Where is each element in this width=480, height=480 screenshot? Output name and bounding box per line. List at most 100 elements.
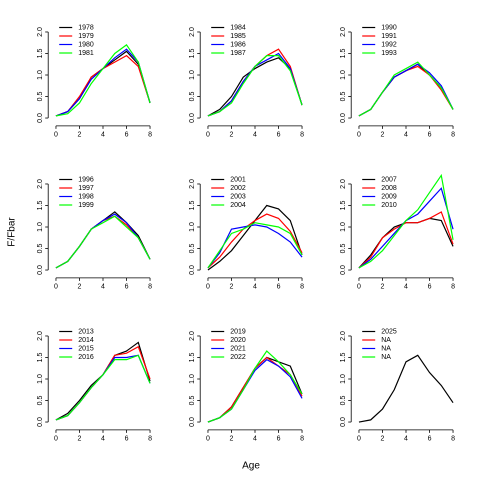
legend-label: 1984 (230, 24, 246, 31)
legend-label: 2025 (381, 328, 397, 335)
legend-label: 1985 (230, 33, 246, 40)
y-tick-label: 2.0 (189, 179, 196, 189)
y-tick-label: 1.5 (189, 353, 196, 363)
y-tick-label: 1.5 (189, 49, 196, 59)
y-tick-label: 0.0 (340, 113, 347, 123)
x-tick-label: 4 (101, 436, 105, 443)
x-tick-label: 0 (357, 436, 361, 443)
y-tick-label: 0.5 (37, 244, 44, 254)
y-tick-label: 1.0 (189, 70, 196, 80)
y-tick-label: 0.5 (340, 92, 347, 102)
legend-label: 2016 (78, 354, 94, 361)
legend-label: 2015 (78, 345, 94, 352)
legend-label: 1998 (78, 193, 94, 200)
x-tick-label: 0 (357, 284, 361, 291)
series-line (55, 354, 151, 421)
x-tick-label: 2 (381, 436, 385, 443)
legend-label: 1986 (230, 41, 246, 48)
legend-label: 2002 (230, 185, 246, 192)
x-tick-label: 4 (253, 132, 257, 139)
x-tick-label: 6 (428, 132, 432, 139)
series-line (358, 65, 454, 117)
y-tick-label: 0.0 (37, 113, 44, 123)
y-tick-label: 2.0 (340, 331, 347, 341)
y-tick-label: 1.5 (37, 353, 44, 363)
x-tick-label: 6 (428, 436, 432, 443)
x-tick-label: 6 (277, 284, 281, 291)
legend-label: 2009 (381, 193, 397, 200)
legend-label: 1992 (381, 41, 397, 48)
legend-label: 1991 (381, 33, 397, 40)
y-tick-label: 1.5 (37, 201, 44, 211)
legend-label: 1993 (381, 50, 397, 57)
x-tick-label: 2 (381, 132, 385, 139)
x-tick-label: 4 (253, 436, 257, 443)
legend-label: 2010 (381, 202, 397, 209)
x-tick-label: 6 (277, 132, 281, 139)
x-tick-label: 6 (428, 284, 432, 291)
x-tick-label: 6 (125, 284, 129, 291)
x-tick-label: 6 (125, 436, 129, 443)
legend-label: 1987 (230, 50, 246, 57)
y-tick-label: 0.5 (189, 244, 196, 254)
series-line (55, 215, 151, 269)
x-tick-label: 8 (300, 132, 304, 139)
legend-label: 2019 (230, 328, 246, 335)
x-tick-label: 4 (101, 132, 105, 139)
series-line (207, 222, 303, 269)
x-tick-label: 8 (451, 284, 455, 291)
legend-label: 2013 (78, 328, 94, 335)
y-tick-label: 2.0 (340, 27, 347, 37)
y-tick-label: 1.5 (37, 49, 44, 59)
legend-label: 1999 (78, 202, 94, 209)
legend-label: 2001 (230, 176, 246, 183)
series-line (358, 211, 454, 269)
series-line (55, 54, 151, 117)
x-tick-label: 2 (381, 284, 385, 291)
x-tick-label: 0 (54, 284, 58, 291)
x-tick-label: 8 (451, 436, 455, 443)
series-line (358, 63, 454, 117)
y-tick-label: 0.5 (189, 92, 196, 102)
y-tick-label: 1.0 (37, 374, 44, 384)
y-axis-label: F/Fbar (7, 217, 18, 247)
legend-label: NA (381, 337, 391, 344)
legend-label: 1978 (78, 24, 94, 31)
y-tick-label: 2.0 (37, 331, 44, 341)
y-tick-label: 1.0 (189, 222, 196, 232)
y-tick-label: 0.0 (37, 265, 44, 275)
legend-label: 2008 (381, 185, 397, 192)
x-tick-label: 8 (451, 132, 455, 139)
x-tick-label: 4 (101, 284, 105, 291)
series-line (358, 217, 454, 269)
series-line (207, 356, 303, 423)
series-line (358, 63, 454, 117)
legend-label: 2003 (230, 193, 246, 200)
x-tick-label: 8 (300, 436, 304, 443)
y-tick-label: 0.0 (189, 113, 196, 123)
y-tick-label: 1.5 (340, 49, 347, 59)
series-line (55, 215, 151, 269)
series-line (207, 356, 303, 423)
y-tick-label: 2.0 (189, 27, 196, 37)
legend-label: 1979 (78, 33, 94, 40)
x-tick-label: 8 (148, 436, 152, 443)
y-tick-label: 1.0 (340, 222, 347, 232)
y-tick-label: 0.5 (37, 396, 44, 406)
series-line (207, 48, 303, 117)
y-tick-label: 2.0 (37, 179, 44, 189)
y-tick-label: 0.0 (340, 265, 347, 275)
y-tick-label: 0.5 (340, 244, 347, 254)
y-tick-label: 0.0 (37, 417, 44, 427)
series-line (55, 341, 151, 421)
y-tick-label: 2.0 (340, 179, 347, 189)
series-line (358, 354, 454, 423)
x-tick-label: 8 (148, 284, 152, 291)
legend-label: 1997 (78, 185, 94, 192)
x-tick-label: 4 (404, 284, 408, 291)
y-tick-label: 1.0 (37, 222, 44, 232)
x-tick-label: 0 (206, 284, 210, 291)
legend-label: 1980 (78, 41, 94, 48)
legend-label: 2022 (230, 354, 246, 361)
y-tick-label: 0.0 (189, 265, 196, 275)
